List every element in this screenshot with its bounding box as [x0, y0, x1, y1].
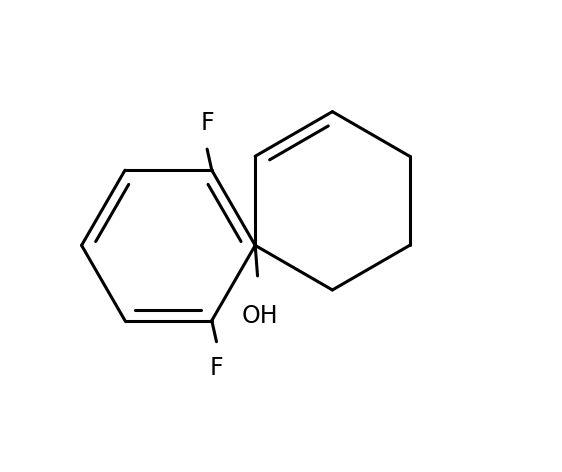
Text: F: F [210, 356, 223, 380]
Text: OH: OH [242, 304, 278, 328]
Text: F: F [200, 111, 214, 135]
